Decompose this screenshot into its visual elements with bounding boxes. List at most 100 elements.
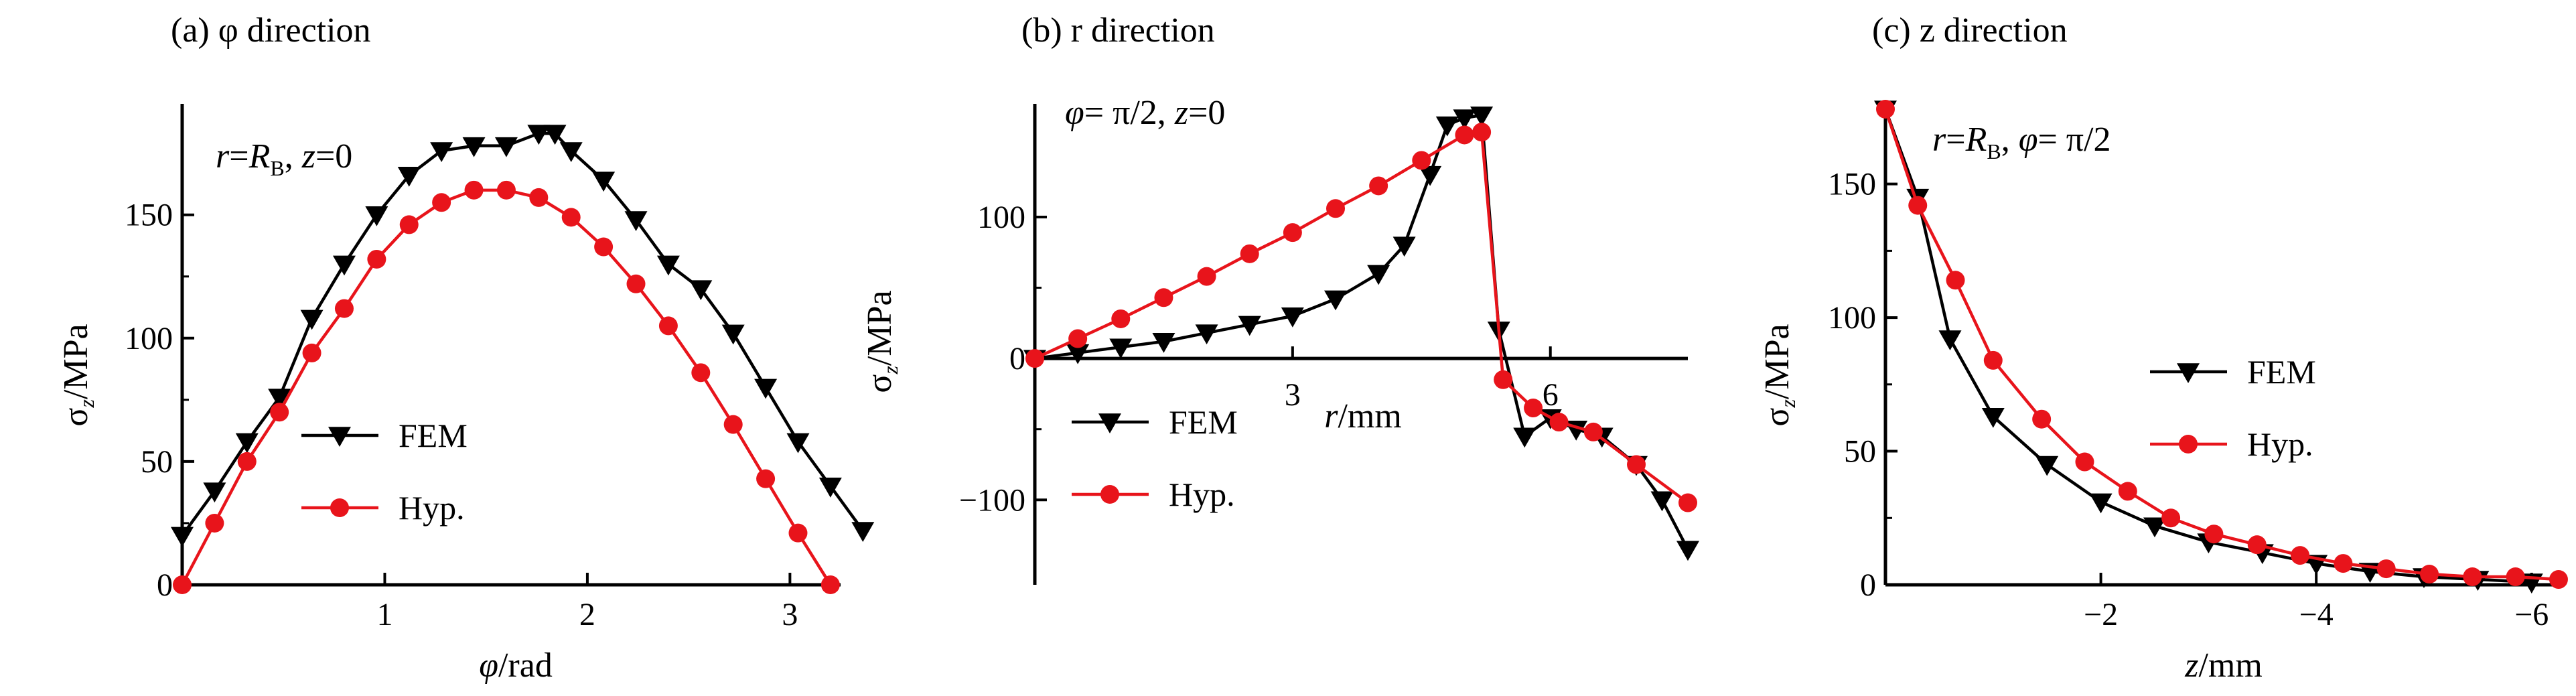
fem-point — [397, 167, 421, 187]
hyp-point — [334, 299, 354, 318]
legend-fem-label: FEM — [399, 417, 468, 454]
hyp-point — [1946, 271, 1965, 290]
hyp-point — [1283, 223, 1302, 242]
panel-title: (a) φ direction — [171, 11, 371, 50]
fem-point — [1470, 107, 1494, 127]
hyp-point — [1197, 267, 1216, 286]
panel-condition: r=RB, φ= π/2 — [1932, 121, 2111, 163]
fem-point — [1324, 290, 1348, 311]
fem-point — [721, 324, 745, 345]
hyp-point — [529, 188, 549, 207]
legend-hyp-marker — [2179, 435, 2198, 454]
x-tick-label: 3 — [1285, 377, 1301, 413]
x-tick-label: 3 — [782, 597, 798, 632]
fem-point — [656, 255, 680, 276]
legend-hyp-label: Hyp. — [2247, 425, 2313, 463]
fem-point — [171, 527, 194, 547]
fem-point — [1435, 116, 1459, 137]
y-tick-label: 50 — [1844, 434, 1876, 470]
hyp-point — [2118, 482, 2137, 501]
fem-point — [592, 171, 616, 192]
hyp-point — [399, 215, 419, 234]
hyp-point — [1908, 196, 1928, 215]
fem-point — [1281, 307, 1304, 328]
y-axis-label: σz/MPa — [861, 290, 902, 393]
fem-point — [203, 482, 226, 503]
fem-point — [1650, 491, 1674, 512]
x-tick-label: 1 — [376, 597, 392, 632]
legend-fem-label: FEM — [1169, 403, 1238, 441]
hyp-point — [1627, 455, 1646, 474]
fem-point — [1066, 344, 1090, 364]
x-axis-label: r/mm — [1324, 397, 1402, 435]
hyp-point — [626, 274, 646, 293]
fem-point — [543, 125, 567, 145]
fem-point — [624, 211, 648, 232]
x-tick-label: 2 — [579, 597, 595, 632]
series-line-hyp — [181, 188, 832, 586]
fem-point — [1453, 109, 1476, 130]
legend-fem-marker — [1098, 413, 1121, 433]
hyp-point — [1583, 422, 1603, 441]
legend-hyp-label: Hyp. — [399, 489, 465, 527]
y-tick-label: 100 — [125, 321, 173, 356]
legend-fem-label: FEM — [2247, 353, 2316, 391]
fem-point — [786, 433, 810, 454]
hyp-point — [1068, 329, 1088, 348]
hyp-point — [2204, 525, 2224, 544]
panel-title: (b) r direction — [1021, 11, 1215, 50]
hyp-point — [270, 403, 289, 422]
hyp-point — [2161, 508, 2181, 528]
panel-condition: φ= π/2, z=0 — [1065, 94, 1225, 132]
fem-point — [332, 255, 356, 276]
hyp-point — [594, 237, 614, 257]
fem-point — [1152, 333, 1175, 353]
hyp-point — [2376, 559, 2396, 579]
hyp-point — [1549, 413, 1569, 432]
fem-point — [2035, 456, 2059, 476]
fem-point — [462, 137, 486, 157]
hyp-point — [756, 469, 776, 488]
x-tick-label: −2 — [2084, 597, 2118, 632]
fem-point — [268, 389, 291, 409]
x-tick-label: −4 — [2299, 597, 2334, 632]
hyp-point — [2032, 409, 2052, 429]
hyp-point — [367, 249, 386, 269]
y-tick-label: −100 — [959, 482, 1025, 518]
hyp-point — [1111, 309, 1131, 328]
y-tick-label: 150 — [125, 198, 173, 233]
y-tick-label: 150 — [1828, 167, 1876, 202]
panel-condition: r=RB, z=0 — [216, 137, 352, 180]
panel-r-direction: (b) r direction φ= π/2, z=0 σz/MPa r/mm … — [861, 11, 1699, 585]
hyp-point — [561, 208, 581, 227]
fem-point — [235, 433, 259, 454]
hyp-point — [2420, 565, 2439, 584]
legend-hyp-marker — [1100, 485, 1119, 504]
hyp-point — [788, 523, 808, 543]
y-tick-label: 100 — [977, 200, 1025, 235]
svg-text:σz/MPa: σz/MPa — [1758, 324, 1800, 426]
hyp-point — [658, 316, 678, 336]
fem-point — [818, 477, 842, 498]
fem-point — [1676, 541, 1699, 561]
hyp-point — [1494, 370, 1513, 389]
series-line-hyp — [1883, 109, 2559, 581]
fem-point — [754, 378, 778, 399]
fem-point — [365, 206, 388, 226]
y-tick-label: 0 — [157, 567, 173, 603]
fem-point — [851, 522, 875, 542]
x-tick-label: −6 — [2514, 597, 2549, 632]
hyp-point — [1472, 123, 1492, 142]
series-line-hyp — [1034, 130, 1689, 504]
fem-point — [1195, 324, 1218, 345]
hyp-point — [432, 193, 451, 212]
fem-point — [1981, 407, 2005, 428]
y-axis-label: σz/MPa — [57, 324, 98, 426]
hyp-point — [1369, 176, 1388, 196]
legend-hyp-label: Hyp. — [1169, 476, 1235, 513]
hyp-point — [1678, 493, 1697, 512]
legend-fem-marker — [2177, 363, 2200, 383]
fem-point — [1109, 338, 1133, 359]
fem-point — [430, 142, 453, 162]
